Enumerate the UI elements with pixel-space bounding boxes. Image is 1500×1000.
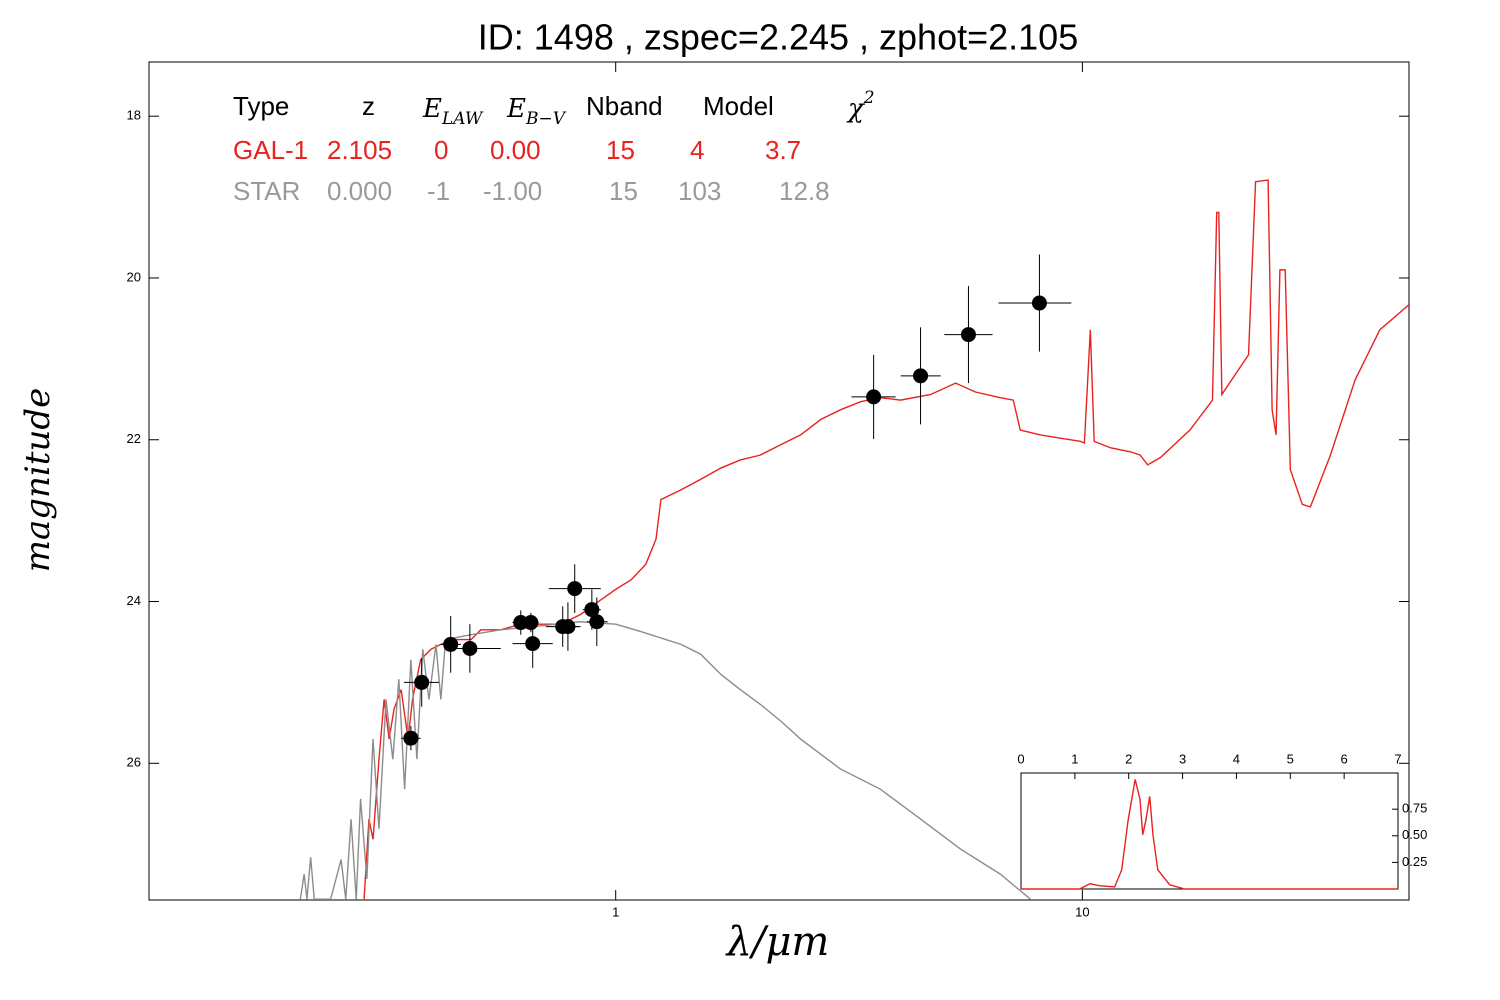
inset-x-tick-label: 2 [1125, 751, 1132, 766]
data-point [443, 636, 459, 652]
header-sup: 2 [863, 88, 875, 108]
table-header: z [362, 91, 375, 121]
table-cell: 4 [690, 135, 704, 165]
data-point [560, 619, 576, 635]
y-axis-label: magnitude [18, 388, 58, 573]
table-header: Type [233, 91, 289, 121]
table-cell: -1.00 [483, 176, 542, 206]
inset-x-tick-label: 0 [1017, 751, 1024, 766]
data-point [866, 389, 882, 405]
chart-title: ID: 1498 , zspec=2.245 , zphot=2.105 [478, 17, 1078, 58]
inset-y-tick-label: 0.75 [1402, 801, 1427, 816]
table-header: Nband [586, 91, 663, 121]
table-cell: 3.7 [765, 135, 801, 165]
data-point [589, 614, 605, 630]
x-tick-label: 10 [1075, 904, 1089, 919]
table-cell: 12.8 [779, 176, 830, 206]
table-cell: 0.000 [327, 176, 392, 206]
x-axis-label: λ/μm [725, 919, 830, 965]
table-header: χ2 [846, 88, 875, 125]
table-header: ELAW [422, 94, 484, 129]
inset-x-tick-label: 4 [1233, 751, 1240, 766]
table-cell: 103 [678, 176, 721, 206]
table-cell: -1 [427, 176, 450, 206]
table-header: Model [703, 91, 774, 121]
table-cell: 15 [609, 176, 638, 206]
data-point [1031, 295, 1047, 311]
data-point [462, 640, 478, 656]
model-line [1021, 779, 1398, 890]
y-tick-label: 24 [127, 593, 141, 608]
header-sub: B−V [525, 109, 567, 129]
data-point [567, 581, 583, 597]
inset-x-tick-label: 5 [1287, 751, 1294, 766]
table-cell: 2.105 [327, 135, 392, 165]
data-point [414, 674, 430, 690]
table-cell: GAL-1 [233, 135, 308, 165]
data-point [913, 368, 929, 384]
data-point [525, 636, 541, 652]
data-point [960, 327, 976, 343]
data-point [403, 730, 419, 746]
model-line [299, 621, 1031, 900]
inset-x-tick-label: 6 [1341, 751, 1348, 766]
plot-frame [148, 61, 1410, 901]
y-tick-label: 18 [127, 108, 141, 123]
inset-x-tick-label: 3 [1179, 751, 1186, 766]
table-cell: STAR [233, 176, 300, 206]
y-tick-label: 26 [127, 755, 141, 770]
header-symbol: χ [846, 94, 866, 124]
header-sub: LAW [441, 109, 484, 129]
plot-area [299, 179, 1409, 900]
inset-y-tick-label: 0.50 [1402, 827, 1427, 842]
header-symbol: E [422, 94, 442, 124]
table-header: EB−V [506, 94, 567, 129]
inset-y-tick-label: 0.25 [1402, 854, 1427, 869]
table-cell: 0.00 [490, 135, 541, 165]
table-cell: 0 [434, 135, 448, 165]
data-point [523, 615, 539, 631]
inset-frame [1020, 772, 1399, 890]
y-tick-label: 22 [127, 431, 141, 446]
x-tick-label: 1 [612, 904, 619, 919]
table-cell: 15 [606, 135, 635, 165]
y-tick-label: 20 [127, 269, 141, 284]
data-point [584, 602, 600, 618]
inset-x-tick-label: 1 [1071, 751, 1078, 766]
header-symbol: E [506, 94, 526, 124]
inset: 0 1 2 3 4 5 6 7 0.25 0.50 0.75 [1017, 751, 1427, 890]
inset-x-tick-label: 7 [1394, 751, 1401, 766]
